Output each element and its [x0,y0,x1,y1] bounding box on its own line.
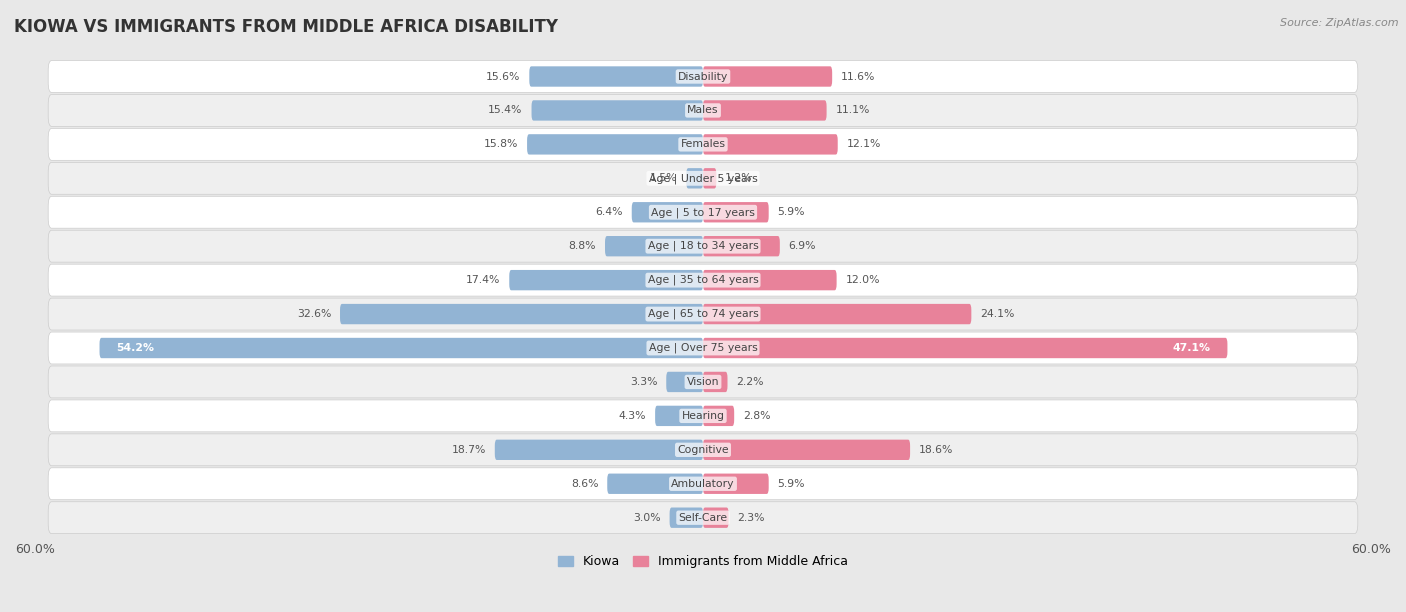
FancyBboxPatch shape [703,371,727,392]
FancyBboxPatch shape [48,502,1358,534]
FancyBboxPatch shape [48,468,1358,500]
FancyBboxPatch shape [48,94,1358,127]
FancyBboxPatch shape [527,134,703,155]
Text: Ambulatory: Ambulatory [671,479,735,489]
FancyBboxPatch shape [703,304,972,324]
Text: 11.1%: 11.1% [835,105,870,116]
Text: Age | Under 5 years: Age | Under 5 years [648,173,758,184]
Text: 24.1%: 24.1% [980,309,1015,319]
FancyBboxPatch shape [48,366,1358,398]
FancyBboxPatch shape [48,196,1358,228]
Text: 2.8%: 2.8% [744,411,770,421]
Text: 54.2%: 54.2% [117,343,155,353]
Text: 1.5%: 1.5% [650,173,678,184]
FancyBboxPatch shape [605,236,703,256]
Text: Age | Over 75 years: Age | Over 75 years [648,343,758,353]
FancyBboxPatch shape [703,168,717,188]
FancyBboxPatch shape [703,474,769,494]
FancyBboxPatch shape [48,61,1358,92]
Text: 15.4%: 15.4% [488,105,523,116]
Text: 5.9%: 5.9% [778,479,806,489]
FancyBboxPatch shape [703,406,734,426]
FancyBboxPatch shape [669,507,703,528]
FancyBboxPatch shape [703,507,728,528]
Text: 8.8%: 8.8% [568,241,596,251]
FancyBboxPatch shape [340,304,703,324]
Text: 18.7%: 18.7% [451,445,486,455]
FancyBboxPatch shape [703,202,769,222]
Text: Age | 5 to 17 years: Age | 5 to 17 years [651,207,755,217]
Text: Disability: Disability [678,72,728,81]
Text: Hearing: Hearing [682,411,724,421]
FancyBboxPatch shape [703,439,910,460]
Text: 2.3%: 2.3% [738,513,765,523]
FancyBboxPatch shape [509,270,703,290]
Text: 6.4%: 6.4% [595,207,623,217]
Text: 18.6%: 18.6% [920,445,953,455]
FancyBboxPatch shape [703,66,832,87]
Text: Age | 18 to 34 years: Age | 18 to 34 years [648,241,758,252]
Text: 12.1%: 12.1% [846,140,882,149]
FancyBboxPatch shape [607,474,703,494]
Text: 11.6%: 11.6% [841,72,876,81]
FancyBboxPatch shape [48,264,1358,296]
Text: Source: ZipAtlas.com: Source: ZipAtlas.com [1281,18,1399,28]
FancyBboxPatch shape [703,338,1227,358]
FancyBboxPatch shape [48,129,1358,160]
FancyBboxPatch shape [529,66,703,87]
FancyBboxPatch shape [495,439,703,460]
Text: 3.3%: 3.3% [630,377,658,387]
Text: 32.6%: 32.6% [297,309,330,319]
Text: 5.9%: 5.9% [778,207,806,217]
FancyBboxPatch shape [48,434,1358,466]
FancyBboxPatch shape [531,100,703,121]
Text: Cognitive: Cognitive [678,445,728,455]
FancyBboxPatch shape [686,168,703,188]
Text: 12.0%: 12.0% [845,275,880,285]
Text: 4.3%: 4.3% [619,411,647,421]
Text: 6.9%: 6.9% [789,241,817,251]
FancyBboxPatch shape [48,332,1358,364]
Text: KIOWA VS IMMIGRANTS FROM MIDDLE AFRICA DISABILITY: KIOWA VS IMMIGRANTS FROM MIDDLE AFRICA D… [14,18,558,36]
Text: 8.6%: 8.6% [571,479,599,489]
FancyBboxPatch shape [48,162,1358,194]
FancyBboxPatch shape [631,202,703,222]
FancyBboxPatch shape [48,298,1358,330]
Text: 15.8%: 15.8% [484,140,519,149]
FancyBboxPatch shape [703,270,837,290]
FancyBboxPatch shape [703,236,780,256]
Text: 2.2%: 2.2% [737,377,763,387]
Text: Females: Females [681,140,725,149]
Legend: Kiowa, Immigrants from Middle Africa: Kiowa, Immigrants from Middle Africa [553,550,853,573]
FancyBboxPatch shape [48,400,1358,432]
Text: 1.2%: 1.2% [725,173,752,184]
Text: 47.1%: 47.1% [1173,343,1211,353]
Text: 17.4%: 17.4% [465,275,501,285]
FancyBboxPatch shape [703,134,838,155]
Text: Self-Care: Self-Care [679,513,727,523]
Text: 3.0%: 3.0% [633,513,661,523]
Text: Age | 35 to 64 years: Age | 35 to 64 years [648,275,758,285]
Text: Vision: Vision [686,377,720,387]
FancyBboxPatch shape [703,100,827,121]
FancyBboxPatch shape [655,406,703,426]
FancyBboxPatch shape [666,371,703,392]
FancyBboxPatch shape [48,230,1358,262]
Text: Males: Males [688,105,718,116]
Text: 15.6%: 15.6% [486,72,520,81]
FancyBboxPatch shape [100,338,703,358]
Text: Age | 65 to 74 years: Age | 65 to 74 years [648,309,758,319]
